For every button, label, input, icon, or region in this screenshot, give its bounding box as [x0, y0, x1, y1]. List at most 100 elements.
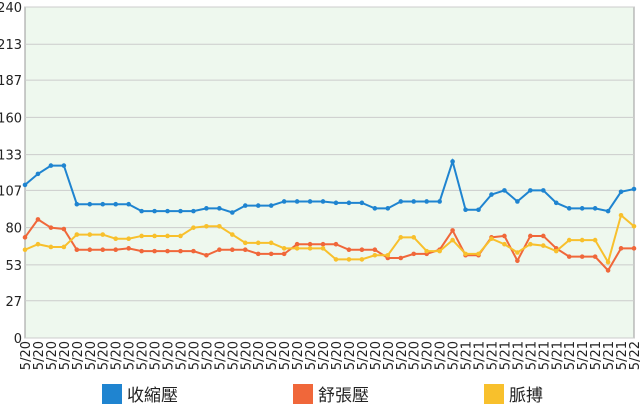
point [242, 240, 248, 246]
point [359, 247, 365, 253]
point [333, 200, 339, 206]
point [463, 251, 468, 257]
point [152, 248, 157, 254]
point [100, 232, 106, 237]
x-tick-label: 5/20 [84, 341, 99, 370]
point [605, 259, 611, 265]
point [579, 237, 585, 243]
x-tick-label: 5/21 [485, 341, 500, 370]
point [618, 246, 624, 251]
x-tick-label: 5/20 [421, 341, 436, 370]
point [204, 252, 209, 258]
point [372, 206, 378, 211]
x-tick-label: 5/20 [110, 341, 125, 370]
y-tick-label: 213 [0, 38, 22, 53]
point [35, 171, 41, 177]
point [489, 192, 494, 197]
x-tick-label: 5/20 [434, 341, 449, 370]
point [566, 237, 572, 243]
point [515, 250, 520, 255]
point [528, 188, 533, 193]
point [424, 248, 429, 254]
x-tick-label: 5/20 [32, 341, 47, 370]
point [450, 228, 455, 233]
legend-label: 收縮壓 [127, 386, 178, 406]
point [450, 159, 455, 164]
point [230, 210, 235, 215]
x-tick-label: 5/20 [58, 341, 73, 370]
x-tick-label: 5/20 [369, 341, 384, 370]
point [450, 237, 455, 243]
point [281, 199, 287, 204]
point [100, 201, 106, 207]
x-tick-label: 5/20 [382, 341, 397, 370]
x-tick-label: 5/21 [511, 341, 526, 370]
plot-area [24, 6, 635, 339]
x-tick-label: 5/20 [239, 341, 254, 370]
point [294, 246, 300, 251]
x-tick-label: 5/20 [162, 341, 177, 370]
point [268, 240, 274, 246]
point [165, 233, 170, 239]
point [592, 237, 598, 243]
point [320, 199, 326, 204]
point [217, 223, 222, 229]
point [476, 251, 481, 257]
x-tick-label: 5/21 [589, 341, 604, 370]
point [359, 200, 365, 206]
x-tick-label: 5/20 [19, 341, 34, 370]
x-tick-label: 5/22 [628, 341, 643, 370]
y-tick-label: 133 [0, 149, 22, 164]
point [281, 246, 287, 251]
point [605, 208, 611, 214]
x-tick-label: 5/20 [45, 341, 60, 370]
point [255, 203, 261, 208]
point [152, 233, 157, 239]
point [139, 233, 144, 239]
x-tick-label: 5/20 [304, 341, 319, 370]
point [566, 254, 572, 259]
point [437, 248, 442, 254]
x-tick-label: 5/21 [473, 341, 488, 370]
point [48, 225, 54, 230]
point [553, 200, 559, 206]
point [268, 251, 274, 257]
point [165, 208, 170, 214]
x-tick-label: 5/20 [149, 341, 164, 370]
point [22, 235, 28, 240]
point [152, 208, 157, 214]
point [346, 257, 352, 262]
legend-swatch [102, 384, 122, 404]
x-tick-label: 5/20 [291, 341, 306, 370]
point [191, 225, 196, 230]
point [605, 268, 611, 273]
point [489, 236, 494, 241]
x-tick-label: 5/20 [252, 341, 267, 370]
point [255, 240, 261, 246]
point [385, 206, 391, 211]
point [22, 247, 28, 253]
point [618, 212, 624, 218]
point [74, 247, 80, 253]
x-tick-label: 5/21 [498, 341, 513, 370]
x-tick-label: 5/20 [226, 341, 241, 370]
y-tick-label: 80 [5, 222, 22, 237]
point [126, 246, 131, 251]
point [113, 236, 119, 241]
point [398, 255, 404, 261]
point [618, 189, 624, 195]
point [178, 248, 183, 254]
point [87, 247, 93, 253]
point [87, 232, 93, 237]
x-tick-label: 5/20 [174, 341, 189, 370]
x-tick-label: 5/21 [615, 341, 630, 370]
x-tick-label: 5/20 [123, 341, 138, 370]
point [100, 247, 106, 253]
point [307, 199, 313, 204]
point [113, 247, 119, 253]
point [35, 217, 41, 222]
point [592, 254, 598, 259]
point [515, 258, 520, 264]
point [463, 207, 468, 213]
